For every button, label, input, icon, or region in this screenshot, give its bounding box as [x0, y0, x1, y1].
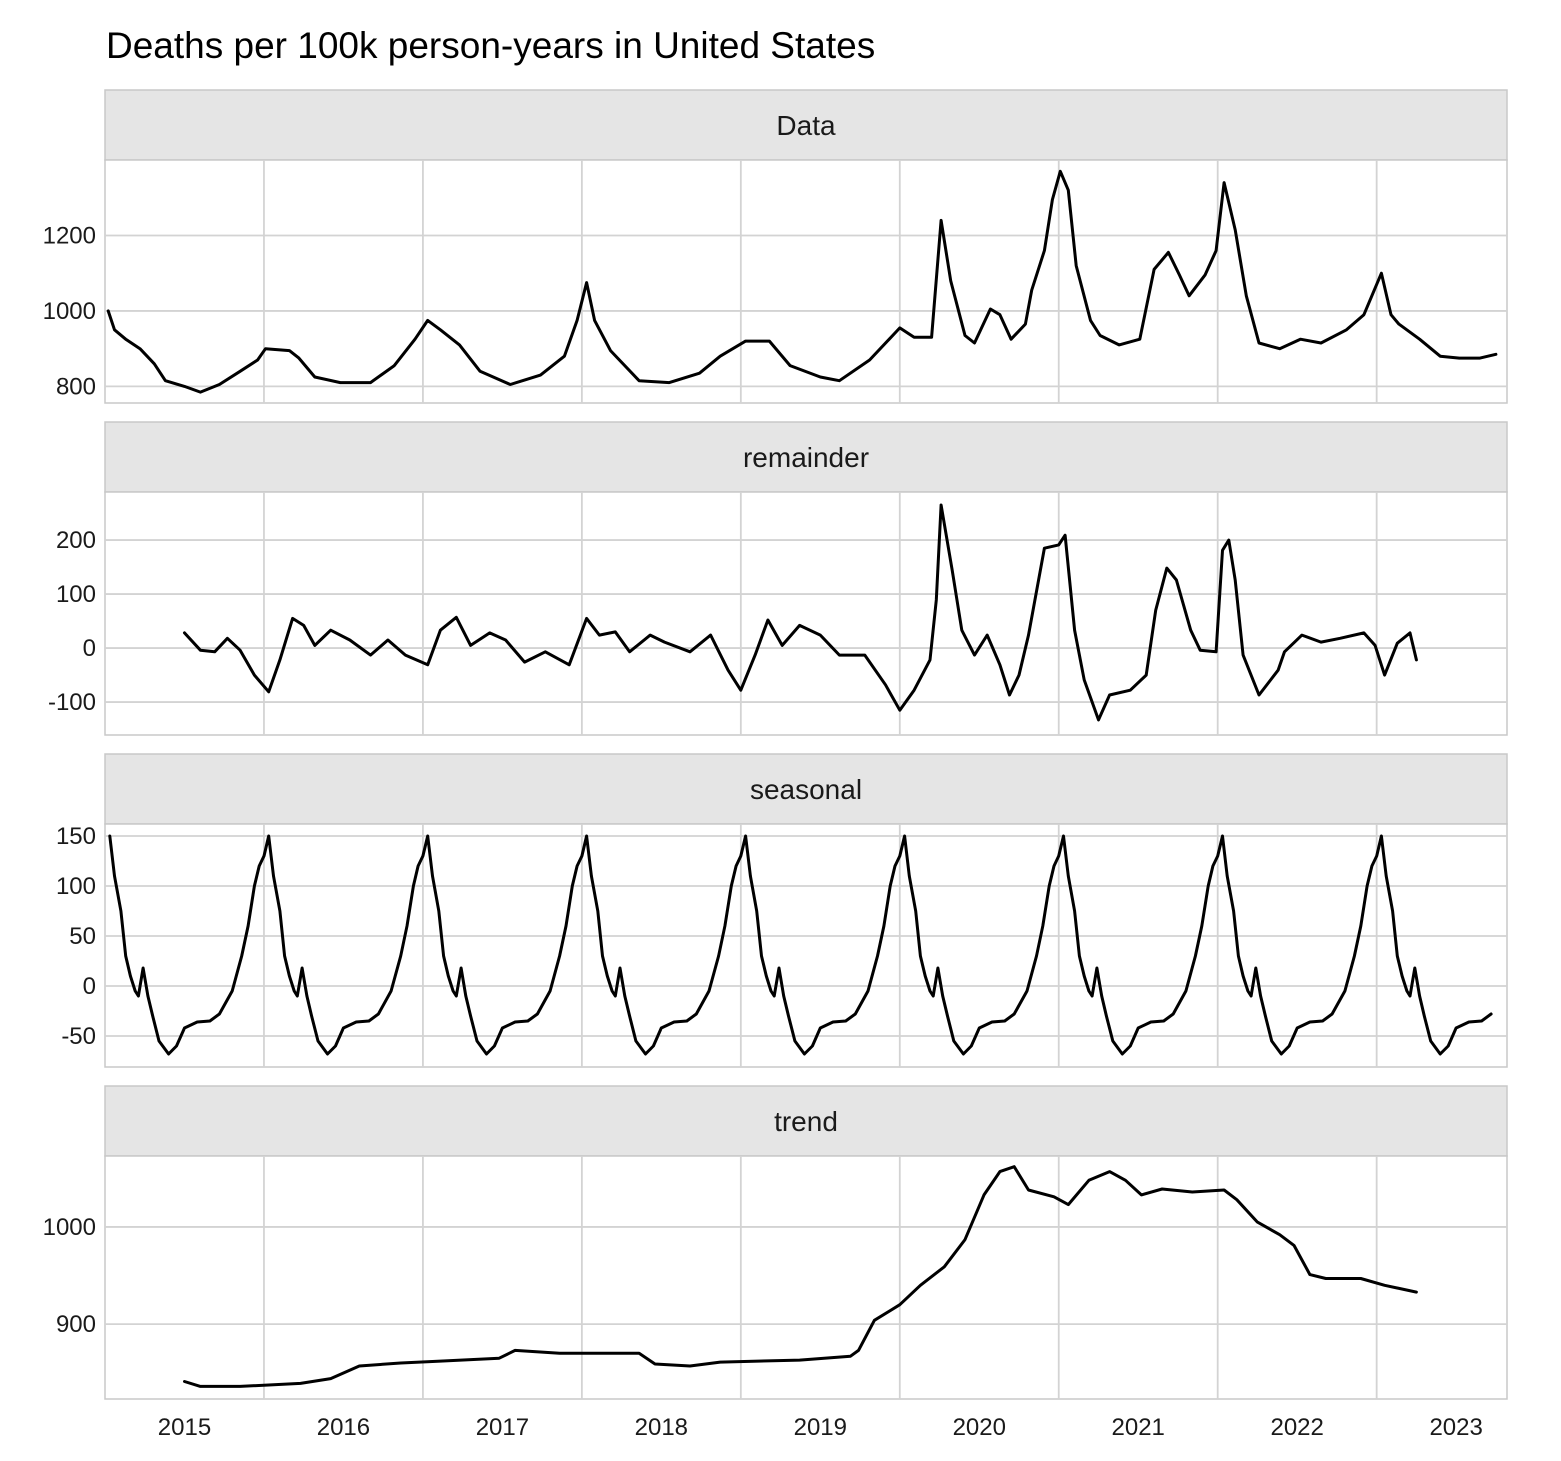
y-tick-label: 100	[56, 873, 96, 900]
panel-background	[104, 159, 1508, 404]
x-axis: 2015 2016 2017 2018 2019 2020 2021 2022 2023	[158, 1414, 1483, 1441]
strip-background	[104, 421, 1508, 493]
strip-label: seasonal	[750, 774, 862, 805]
y-tick-label: 150	[56, 823, 96, 850]
chart-title: Deaths per 100k person-years in United S…	[106, 25, 875, 66]
y-tick-label: 1000	[43, 298, 96, 325]
panel-background	[104, 823, 1508, 1068]
x-tick-label: 2021	[1112, 1414, 1165, 1441]
panel-data: Data 800 1000 1200	[43, 89, 1508, 404]
panel-trend: trend 900 1000	[43, 1085, 1508, 1400]
y-tick-label: 1200	[43, 222, 96, 249]
series-line-seasonal	[108, 834, 1493, 1056]
x-tick-label: 2022	[1270, 1414, 1323, 1441]
y-tick-label: 1000	[43, 1214, 96, 1241]
strip-label: trend	[774, 1106, 838, 1137]
y-tick-label: -50	[61, 1023, 96, 1050]
x-tick-label: 2019	[794, 1414, 847, 1441]
panel-background	[104, 491, 1508, 736]
y-tick-label: 0	[83, 973, 96, 1000]
x-tick-label: 2015	[158, 1414, 211, 1441]
y-tick-label: 50	[69, 923, 96, 950]
series-line-trend	[183, 1165, 1418, 1388]
x-tick-label: 2018	[635, 1414, 688, 1441]
y-tick-label: 200	[56, 527, 96, 554]
y-tick-label: 900	[56, 1311, 96, 1338]
y-tick-label: 0	[83, 635, 96, 662]
panel-background	[104, 1155, 1508, 1400]
x-tick-label: 2023	[1429, 1414, 1482, 1441]
series-line-data	[106, 169, 1498, 394]
strip-background	[104, 89, 1508, 161]
strip-background	[104, 1085, 1508, 1157]
strip-label: Data	[776, 110, 836, 141]
y-tick-label: 800	[56, 373, 96, 400]
x-tick-label: 2020	[953, 1414, 1006, 1441]
panel-seasonal: seasonal -50 0 50 100 150	[56, 753, 1508, 1068]
panel-remainder: remainder -100 0 100 200	[48, 421, 1508, 736]
x-tick-label: 2016	[317, 1414, 370, 1441]
strip-label: remainder	[743, 442, 869, 473]
series-line-remainder	[183, 503, 1418, 722]
y-tick-label: 100	[56, 581, 96, 608]
x-tick-label: 2017	[476, 1414, 529, 1441]
y-tick-label: -100	[48, 689, 96, 716]
